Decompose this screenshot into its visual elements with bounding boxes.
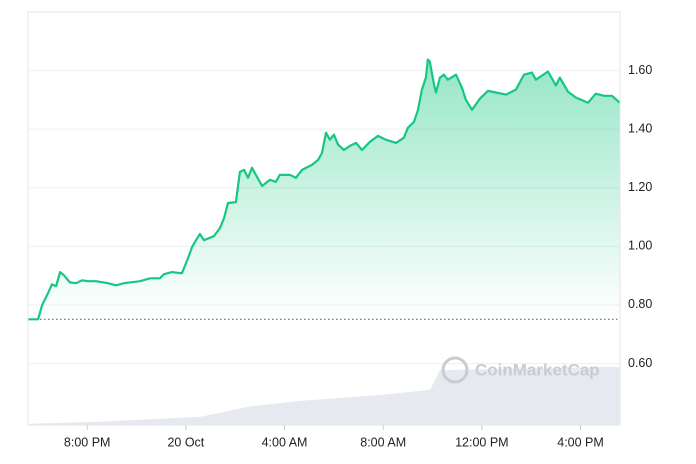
x-tick-label: 8:00 AM: [360, 435, 406, 449]
y-tick-label: 0.80: [628, 297, 652, 311]
watermark: CoinMarketCap: [441, 356, 600, 384]
watermark-logo: [441, 356, 469, 384]
watermark-text: CoinMarketCap: [475, 360, 600, 379]
y-tick-label: 1.00: [628, 239, 652, 253]
y-tick-label: 1.20: [628, 180, 652, 194]
x-tick-label: 4:00 AM: [262, 435, 308, 449]
y-tick-label: 0.60: [628, 356, 652, 370]
volume-layer: [28, 366, 620, 425]
plot-frame: [27, 11, 621, 426]
x-tick-label: 4:00 PM: [557, 435, 604, 449]
x-tick-label: 20 Oct: [167, 435, 204, 449]
y-tick-label: 1.60: [628, 63, 652, 77]
x-tick-label: 8:00 PM: [64, 435, 111, 449]
price-layer: [28, 58, 621, 321]
x-tick-label: 12:00 PM: [455, 435, 509, 449]
price-area: [28, 59, 620, 320]
price-line: [28, 58, 621, 321]
volume-area: [28, 366, 620, 425]
y-tick-label: 1.40: [628, 121, 652, 135]
